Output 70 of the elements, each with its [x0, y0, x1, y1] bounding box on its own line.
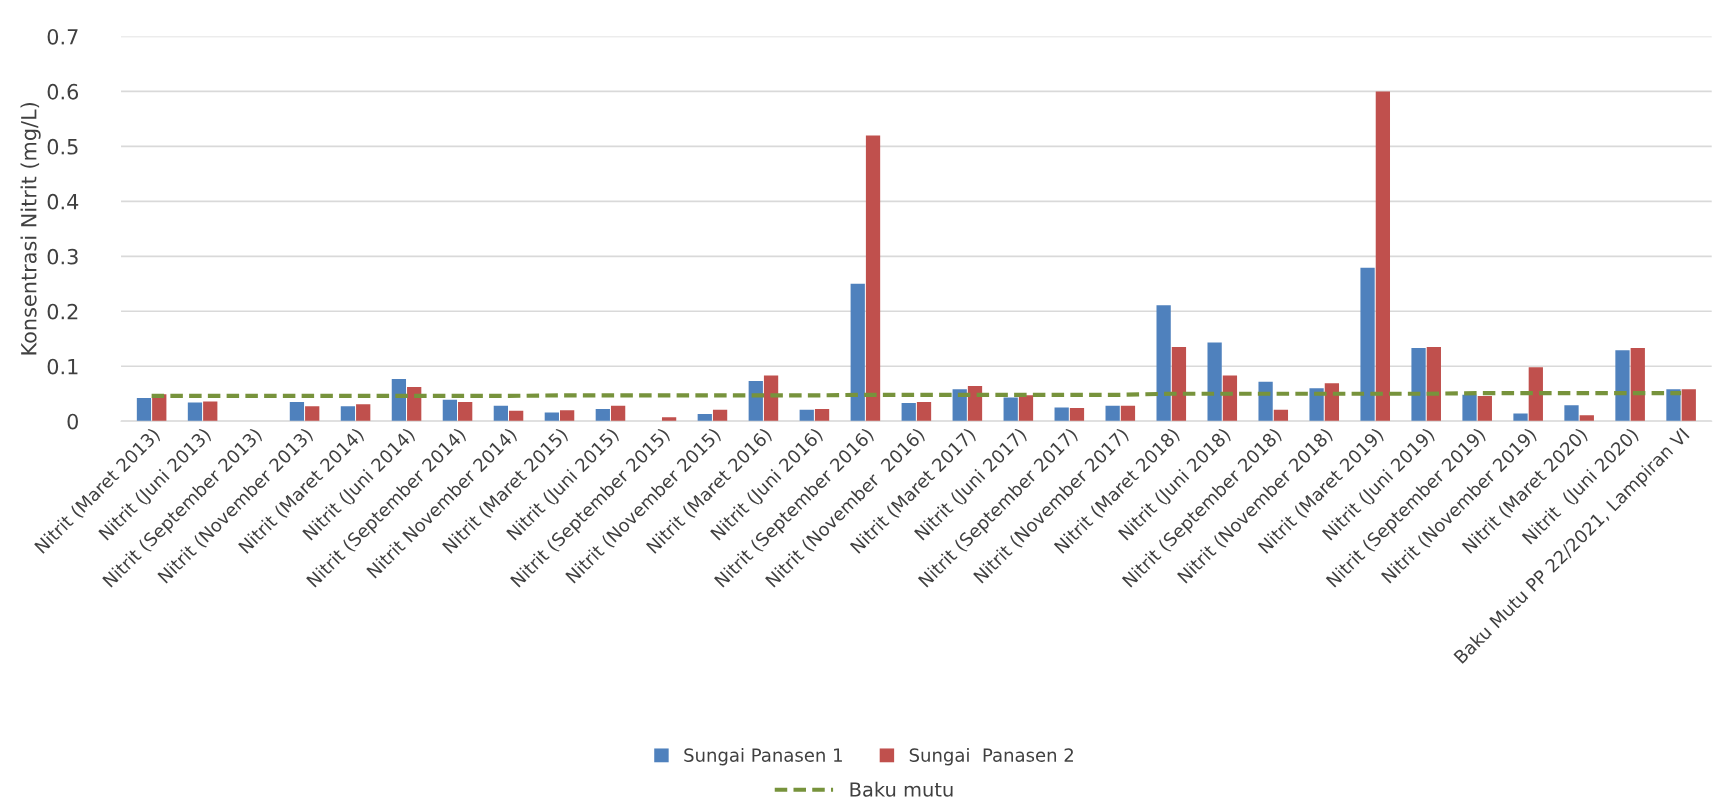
bar: [391, 378, 407, 422]
bar: [1156, 305, 1171, 422]
bar: [509, 410, 524, 422]
y-tick-label: 0.6: [47, 83, 79, 100]
bar: [544, 412, 559, 422]
bar: [1309, 388, 1324, 422]
bar: [203, 401, 218, 422]
bar: [1528, 367, 1543, 422]
y-tick-label: 0.5: [47, 138, 78, 155]
bar: [697, 414, 712, 422]
bar: [1630, 348, 1645, 422]
bar: [1207, 342, 1222, 422]
bar: [1258, 381, 1273, 422]
bar: [407, 387, 422, 422]
bar: [1411, 348, 1426, 422]
bar: [1681, 389, 1696, 422]
bar: [1564, 405, 1579, 422]
bar: [1273, 409, 1289, 422]
bar: [1375, 91, 1391, 422]
bar: [595, 409, 610, 422]
bar: [814, 409, 830, 422]
bar: [340, 406, 356, 422]
bar: [1477, 395, 1492, 422]
y-tick-label: 0.7: [47, 28, 78, 45]
legend-label: Baku mutu: [850, 781, 953, 797]
bar: [1615, 350, 1630, 422]
bar: [356, 404, 371, 422]
bar: [1171, 347, 1187, 422]
bar: [187, 402, 203, 422]
bar: [442, 399, 458, 422]
bar: [1324, 383, 1340, 422]
y-tick-label: 0.2: [47, 303, 78, 320]
bar: [865, 135, 881, 422]
bar: [967, 386, 983, 422]
y-tick-label: 0: [67, 413, 78, 430]
bar: [1222, 375, 1238, 422]
bar: [799, 409, 814, 422]
bar: [1666, 389, 1681, 422]
bar: [1105, 405, 1120, 422]
bar: [136, 398, 152, 422]
bar: [748, 381, 763, 422]
legend-label: Sungai Panasen 2: [909, 747, 1073, 766]
bar: [1018, 395, 1034, 422]
bar: [1579, 415, 1594, 422]
bar: [493, 405, 508, 422]
bar: [1054, 407, 1069, 422]
legend-label: Sungai Panasen 1: [684, 747, 842, 766]
bar: [850, 283, 865, 422]
bar: [1120, 405, 1136, 422]
bar: [763, 375, 779, 422]
bar: [1069, 408, 1085, 422]
bar: [901, 403, 916, 422]
bar: [916, 401, 932, 422]
bar: [661, 417, 677, 422]
bar: [560, 410, 575, 422]
y-tick-label: 0.4: [47, 193, 79, 210]
bar: [289, 401, 305, 422]
bar: [1513, 413, 1528, 422]
y-tick-label: 0.1: [47, 358, 78, 375]
bar: [712, 409, 728, 422]
bar: [1003, 397, 1018, 422]
y-axis-title: Konsentrasi Nitrit (mg/L): [20, 102, 41, 355]
y-tick-label: 0.3: [47, 248, 78, 265]
bar: [305, 406, 320, 422]
bar: [1360, 267, 1375, 422]
bar: [952, 389, 967, 422]
bar: [1462, 394, 1477, 422]
bar: [610, 405, 626, 422]
bar: [458, 401, 473, 422]
bar: [1426, 347, 1441, 422]
